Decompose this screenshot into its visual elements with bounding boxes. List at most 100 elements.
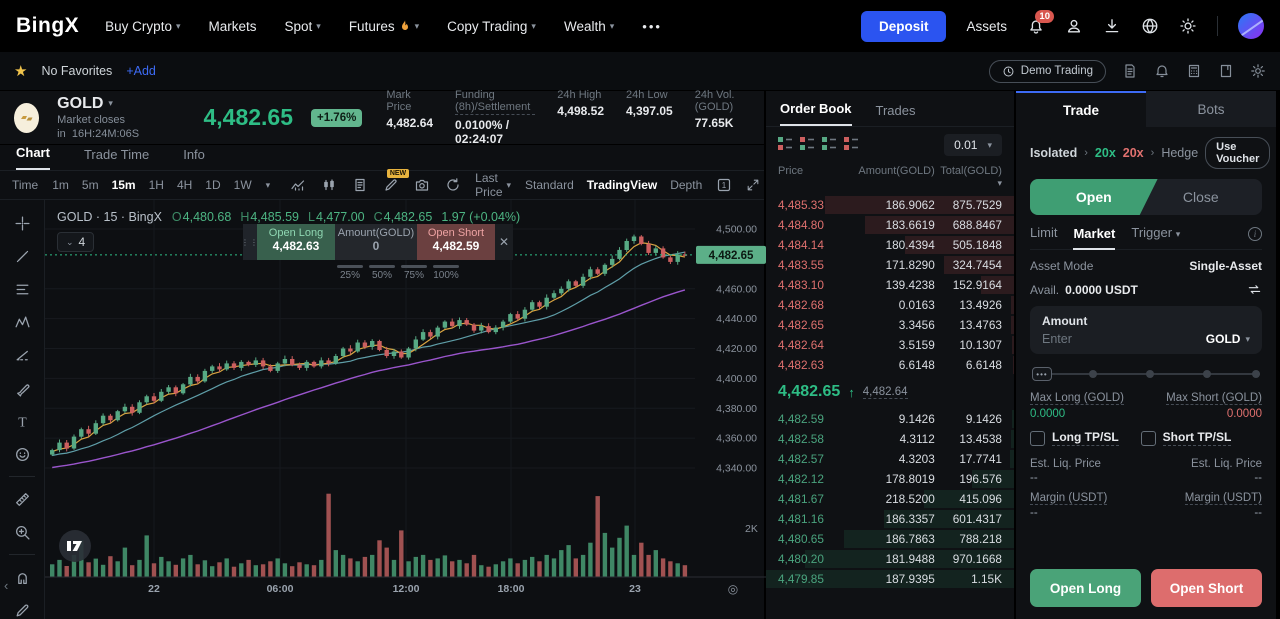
widget-open-long-button[interactable]: Open Long 4,482.63: [257, 224, 335, 260]
xabcd-pattern-tool-icon[interactable]: [7, 309, 37, 335]
open-tab[interactable]: Open: [1030, 179, 1158, 215]
widget-percent-75[interactable]: 75%: [401, 265, 427, 281]
orderbook-ask-row[interactable]: 4,484.80 183.6619 688.8467: [766, 215, 1014, 235]
orderbook-bid-row[interactable]: 4,482.12 178.8019 196.576: [766, 469, 1014, 489]
order-type-info-icon[interactable]: i: [1248, 226, 1262, 241]
slider-handle[interactable]: •••: [1032, 367, 1052, 381]
user-avatar[interactable]: [1238, 13, 1264, 39]
orderbook-last-price-row[interactable]: 4,482.65 ↑ 4,482.64: [766, 375, 1014, 409]
orderbook-bid-row[interactable]: 4,480.20 181.9488 970.1668: [766, 549, 1014, 569]
timeframe-1W[interactable]: 1W: [233, 178, 252, 192]
transfer-icon[interactable]: [1247, 282, 1262, 297]
ob-layout-asks-icon[interactable]: [844, 136, 858, 154]
chart-mode-tradingview[interactable]: TradingView: [586, 178, 658, 192]
orderbook-bid-row[interactable]: 4,482.57 4.3203 17.7741: [766, 449, 1014, 469]
widget-amount-field[interactable]: Amount(GOLD) 0: [335, 224, 417, 260]
bingx-logo[interactable]: BingX: [16, 14, 80, 37]
panel-tab-bots[interactable]: Bots: [1146, 91, 1276, 127]
amount-box[interactable]: Amount GOLD▾: [1030, 306, 1262, 354]
nav-more-menu[interactable]: •••: [642, 18, 662, 34]
widget-close-icon[interactable]: ✕: [495, 224, 513, 260]
open-long-button[interactable]: Open Long: [1030, 569, 1141, 607]
order-type-market[interactable]: Market: [1073, 226, 1116, 250]
price-source-select[interactable]: Last Price ▾: [475, 171, 512, 199]
emoji-tool-icon[interactable]: [7, 441, 37, 467]
nav-item-wealth[interactable]: Wealth ▾: [563, 18, 615, 34]
fib-retracement-tool-icon[interactable]: [7, 276, 37, 302]
drawing-pencil-icon[interactable]: NEW: [383, 169, 410, 193]
nav-item-spot[interactable]: Spot ▾: [284, 18, 321, 34]
orders-record-icon[interactable]: [1122, 63, 1138, 79]
orderbook-bid-row[interactable]: 4,482.59 9.1426 9.1426: [766, 409, 1014, 429]
widget-open-short-button[interactable]: Open Short 4,482.59: [417, 224, 495, 260]
orderbook-ask-row[interactable]: 4,482.68 0.0163 13.4926: [766, 295, 1014, 315]
amount-unit-select[interactable]: GOLD ▾: [1205, 332, 1250, 346]
leverage-long[interactable]: 20x: [1094, 146, 1116, 160]
nav-item-buy-crypto[interactable]: Buy Crypto ▾: [105, 18, 181, 34]
reset-chart-icon[interactable]: [445, 177, 461, 193]
asset-mode-value[interactable]: Single-Asset: [1189, 259, 1262, 273]
ob-layout-bids-icon[interactable]: [822, 136, 836, 154]
screenshot-camera-icon[interactable]: [414, 177, 430, 193]
timeframe-1m[interactable]: 1m: [52, 178, 69, 192]
magnet-tool-icon[interactable]: [7, 564, 37, 590]
theme-sun-icon[interactable]: [1179, 17, 1197, 35]
crosshair-tool-icon[interactable]: [7, 210, 37, 236]
zoom-in-tool-icon[interactable]: [7, 519, 37, 545]
orderbook-ask-row[interactable]: 4,483.10 139.4238 152.9164: [766, 275, 1014, 295]
widget-drag-handle[interactable]: ⋮⋮: [241, 224, 258, 260]
widget-percent-25[interactable]: 25%: [337, 265, 363, 281]
symbol-selector[interactable]: GOLD ▾: [57, 94, 113, 112]
legend-collapse-button[interactable]: ⌄ 4: [57, 232, 95, 252]
chart-mode-standard[interactable]: Standard: [525, 178, 574, 192]
chart-mode-depth[interactable]: Depth: [670, 178, 703, 192]
ruler-tool-icon[interactable]: [7, 486, 37, 512]
download-app-icon[interactable]: [1103, 17, 1121, 35]
chart-canvas[interactable]: 4,500.00 4,460.00 4,440.00 4,420.00 4,400.00…: [4, 200, 766, 619]
trendline-tool-icon[interactable]: [7, 243, 37, 269]
orderbook-tab-order-book[interactable]: Order Book: [780, 101, 852, 126]
widget-percent-50[interactable]: 50%: [369, 265, 395, 281]
total-column-sort[interactable]: Total(GOLD) ▾: [940, 165, 1002, 188]
forecast-tool-icon[interactable]: [7, 342, 37, 368]
candle-style-icon[interactable]: [321, 177, 337, 193]
language-globe-icon[interactable]: [1141, 17, 1159, 35]
add-favorite-button[interactable]: +Add: [126, 64, 156, 78]
toolbar-collapse-arrow[interactable]: ‹: [4, 578, 9, 593]
ob-layout-split-icon[interactable]: [800, 136, 814, 154]
orderbook-ask-row[interactable]: 4,482.65 3.3456 13.4763: [766, 315, 1014, 335]
orderbook-bid-row[interactable]: 4,481.67 218.5200 415.096: [766, 489, 1014, 509]
save-layout-icon[interactable]: [352, 177, 368, 193]
edit-pencil-tool-icon[interactable]: [7, 597, 37, 619]
alerts-icon[interactable]: [1154, 63, 1170, 79]
orderbook-ask-row[interactable]: 4,482.63 6.6148 6.6148: [766, 355, 1014, 375]
order-type-trigger[interactable]: Trigger ▾: [1131, 225, 1181, 240]
notification-bell-icon[interactable]: 10: [1027, 10, 1054, 35]
chart-tab-info[interactable]: Info: [183, 147, 205, 162]
orderbook-ask-row[interactable]: 4,485.33 186.9062 875.7529: [766, 195, 1014, 215]
orderbook-bid-row[interactable]: 4,480.65 186.7863 788.218: [766, 529, 1014, 549]
use-voucher-button[interactable]: Use Voucher: [1205, 137, 1271, 169]
chart-tab-chart[interactable]: Chart: [16, 145, 50, 170]
nav-item-copy-trading[interactable]: Copy Trading ▾: [447, 18, 536, 34]
timeframe-more-caret[interactable]: ▾: [265, 179, 271, 190]
nav-item-futures[interactable]: Futures ▾: [348, 18, 420, 34]
profile-icon[interactable]: [1065, 17, 1083, 35]
orderbook-bid-row[interactable]: 4,482.58 4.3112 13.4538: [766, 429, 1014, 449]
orderbook-bid-row[interactable]: 4,479.85 187.9395 1.15K: [766, 569, 1014, 589]
orderbook-ask-row[interactable]: 4,482.64 3.5159 10.1307: [766, 335, 1014, 355]
timeframe-1H[interactable]: 1H: [148, 178, 164, 192]
orderbook-tab-trades[interactable]: Trades: [875, 103, 916, 118]
journal-icon[interactable]: [1218, 63, 1234, 79]
demo-trading-button[interactable]: Demo Trading: [988, 59, 1106, 83]
timeframe-5m[interactable]: 5m: [81, 178, 99, 192]
indicators-icon[interactable]: [290, 177, 306, 193]
brush-tool-icon[interactable]: [7, 375, 37, 401]
fullscreen-expand-icon[interactable]: [746, 178, 760, 192]
calculator-icon[interactable]: [1186, 63, 1202, 79]
ob-layout-both-icon[interactable]: [778, 136, 792, 154]
long-tpsl-checkbox[interactable]: Long TP/SL: [1030, 430, 1119, 446]
widget-percent-100[interactable]: 100%: [433, 265, 459, 281]
close-tab[interactable]: Close: [1182, 189, 1219, 205]
text-tool-icon[interactable]: T: [7, 408, 37, 434]
